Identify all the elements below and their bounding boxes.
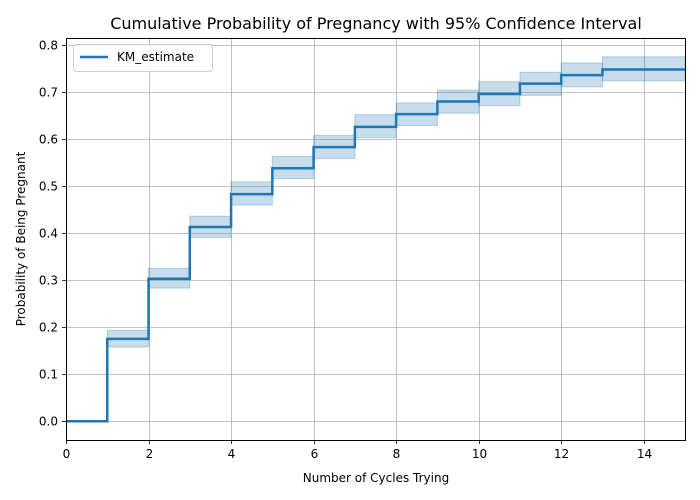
plot-area-frame xyxy=(66,38,686,441)
chart-title: Cumulative Probability of Pregnancy with… xyxy=(110,14,642,33)
y-tick-label: 0.4 xyxy=(39,227,58,241)
y-tick-label: 0.8 xyxy=(39,39,58,53)
x-tick-label: 14 xyxy=(637,447,652,461)
x-tick-label: 4 xyxy=(228,447,236,461)
y-tick-label: 0.3 xyxy=(39,274,58,288)
x-tick-label: 6 xyxy=(311,447,319,461)
x-axis-ticks: 0 2 4 6 8 10 12 14 xyxy=(63,440,652,461)
x-tick-label: 2 xyxy=(146,447,154,461)
legend: KM_estimate xyxy=(73,44,213,72)
grid xyxy=(66,38,685,440)
y-tick-label: 0.6 xyxy=(39,133,58,147)
x-axis-label: Number of Cycles Trying xyxy=(303,471,449,485)
y-tick-label: 0.0 xyxy=(39,415,58,429)
legend-box xyxy=(73,44,213,72)
y-axis-ticks: 0.0 0.1 0.2 0.3 0.4 0.5 0.6 0.7 0.8 xyxy=(39,39,66,429)
series-lines xyxy=(66,68,685,423)
x-tick-label: 0 xyxy=(63,447,71,461)
y-tick-label: 0.5 xyxy=(39,180,58,194)
x-tick-label: 12 xyxy=(554,447,569,461)
y-axis-label: Probability of Being Pregnant xyxy=(14,151,28,326)
x-tick-label: 10 xyxy=(472,447,487,461)
x-tick-label: 8 xyxy=(393,447,401,461)
legend-label: KM_estimate xyxy=(117,50,194,64)
y-tick-label: 0.2 xyxy=(39,321,58,335)
y-tick-label: 0.1 xyxy=(39,368,58,382)
y-tick-label: 0.7 xyxy=(39,86,58,100)
km-estimate-line xyxy=(66,68,685,423)
